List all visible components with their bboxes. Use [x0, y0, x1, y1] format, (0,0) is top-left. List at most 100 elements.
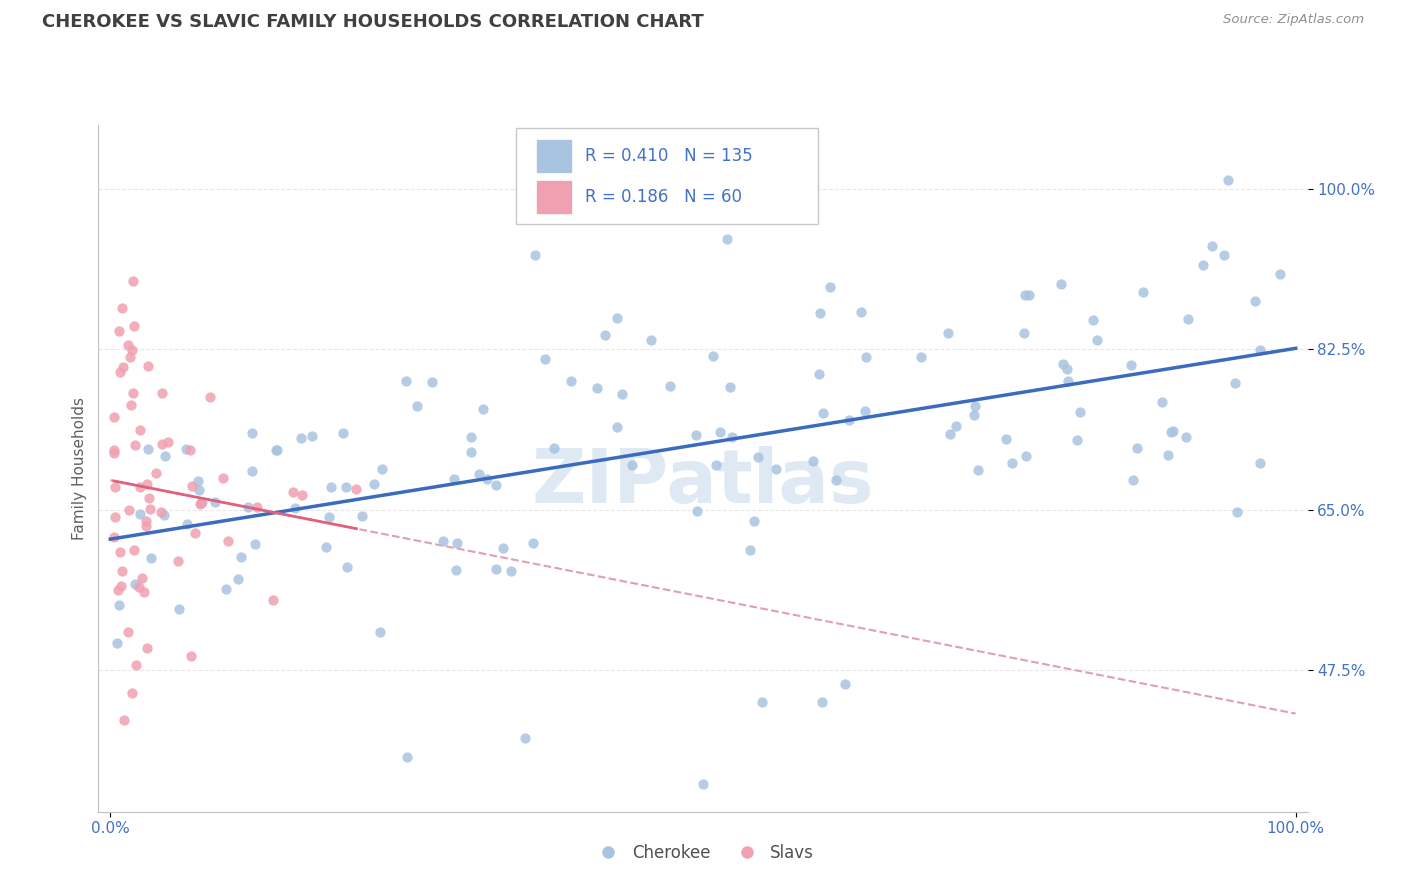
Point — [1057, 374, 1080, 388]
Point — [834, 676, 856, 690]
Point — [157, 434, 180, 449]
Text: R = 0.410   N = 135: R = 0.410 N = 135 — [585, 147, 752, 165]
Point — [174, 442, 197, 456]
Point — [1119, 358, 1142, 372]
FancyBboxPatch shape — [516, 128, 818, 225]
Point — [129, 507, 152, 521]
Point — [266, 442, 288, 457]
Text: CHEROKEE VS SLAVIC FAMILY HOUSEHOLDS CORRELATION CHART: CHEROKEE VS SLAVIC FAMILY HOUSEHOLDS COR… — [42, 13, 704, 31]
Point — [240, 425, 263, 440]
Point — [747, 450, 769, 464]
Point — [138, 359, 160, 373]
Point — [153, 508, 176, 522]
Point — [718, 380, 741, 394]
Point — [212, 471, 235, 485]
Point — [187, 483, 209, 497]
Point — [136, 641, 159, 656]
Point — [243, 537, 266, 551]
Point — [460, 430, 482, 444]
Point — [1050, 277, 1073, 291]
Point — [716, 232, 738, 246]
Point — [321, 480, 343, 494]
Point — [1201, 239, 1223, 253]
Point — [420, 375, 443, 389]
Point — [808, 305, 831, 319]
Point — [103, 446, 125, 460]
Point — [692, 777, 714, 791]
Point — [810, 695, 832, 709]
Point — [994, 432, 1017, 446]
Point — [936, 326, 959, 340]
Point — [406, 399, 429, 413]
Point — [808, 367, 831, 381]
Point — [485, 562, 508, 576]
Point — [229, 550, 252, 565]
Point — [1069, 405, 1091, 419]
Point — [121, 385, 143, 400]
Point — [181, 478, 204, 492]
Point — [1249, 343, 1271, 358]
Point — [1126, 441, 1149, 455]
Point — [226, 572, 249, 586]
Point — [135, 518, 157, 533]
Point — [824, 473, 846, 487]
Point — [1223, 376, 1246, 390]
Point — [139, 551, 162, 566]
Point — [124, 577, 146, 591]
Point — [363, 477, 385, 491]
Point — [114, 713, 136, 727]
Point — [150, 385, 173, 400]
Point — [685, 427, 707, 442]
Point — [217, 534, 239, 549]
Point — [117, 624, 139, 639]
Point — [1244, 293, 1267, 308]
Point — [1177, 311, 1199, 326]
Point — [738, 543, 761, 558]
Point — [910, 350, 932, 364]
Point — [1085, 333, 1108, 347]
Bar — [536, 138, 572, 173]
Point — [963, 409, 986, 423]
Point — [128, 580, 150, 594]
Point — [460, 445, 482, 459]
Point — [301, 429, 323, 443]
Point — [838, 413, 860, 427]
Point — [108, 545, 131, 559]
Point — [129, 423, 152, 437]
Point — [395, 375, 418, 389]
Text: ZIPatlas: ZIPatlas — [531, 445, 875, 518]
Point — [262, 592, 284, 607]
Point — [853, 403, 876, 417]
Point — [721, 430, 744, 444]
Point — [103, 442, 125, 457]
Point — [640, 333, 662, 347]
Point — [145, 467, 167, 481]
Point — [104, 480, 127, 494]
Point — [1018, 288, 1040, 302]
Point — [612, 387, 634, 401]
Point — [485, 478, 508, 492]
Point — [150, 436, 173, 450]
Point — [1249, 456, 1271, 470]
Point — [515, 731, 537, 746]
Point — [105, 635, 128, 649]
Point — [103, 530, 125, 544]
Point — [290, 431, 312, 445]
Point — [184, 526, 207, 541]
Point — [103, 409, 125, 424]
Point — [198, 390, 221, 404]
Point — [704, 458, 727, 472]
Point — [344, 482, 367, 496]
Point — [1216, 173, 1239, 187]
Point — [686, 504, 709, 518]
Point — [135, 514, 157, 528]
Point — [1157, 448, 1180, 462]
Point — [350, 509, 373, 524]
Point — [1066, 434, 1088, 448]
Point — [491, 541, 513, 556]
Point — [820, 280, 842, 294]
Point — [111, 360, 134, 375]
Point — [444, 564, 467, 578]
Point — [1150, 394, 1173, 409]
Point — [284, 501, 307, 516]
